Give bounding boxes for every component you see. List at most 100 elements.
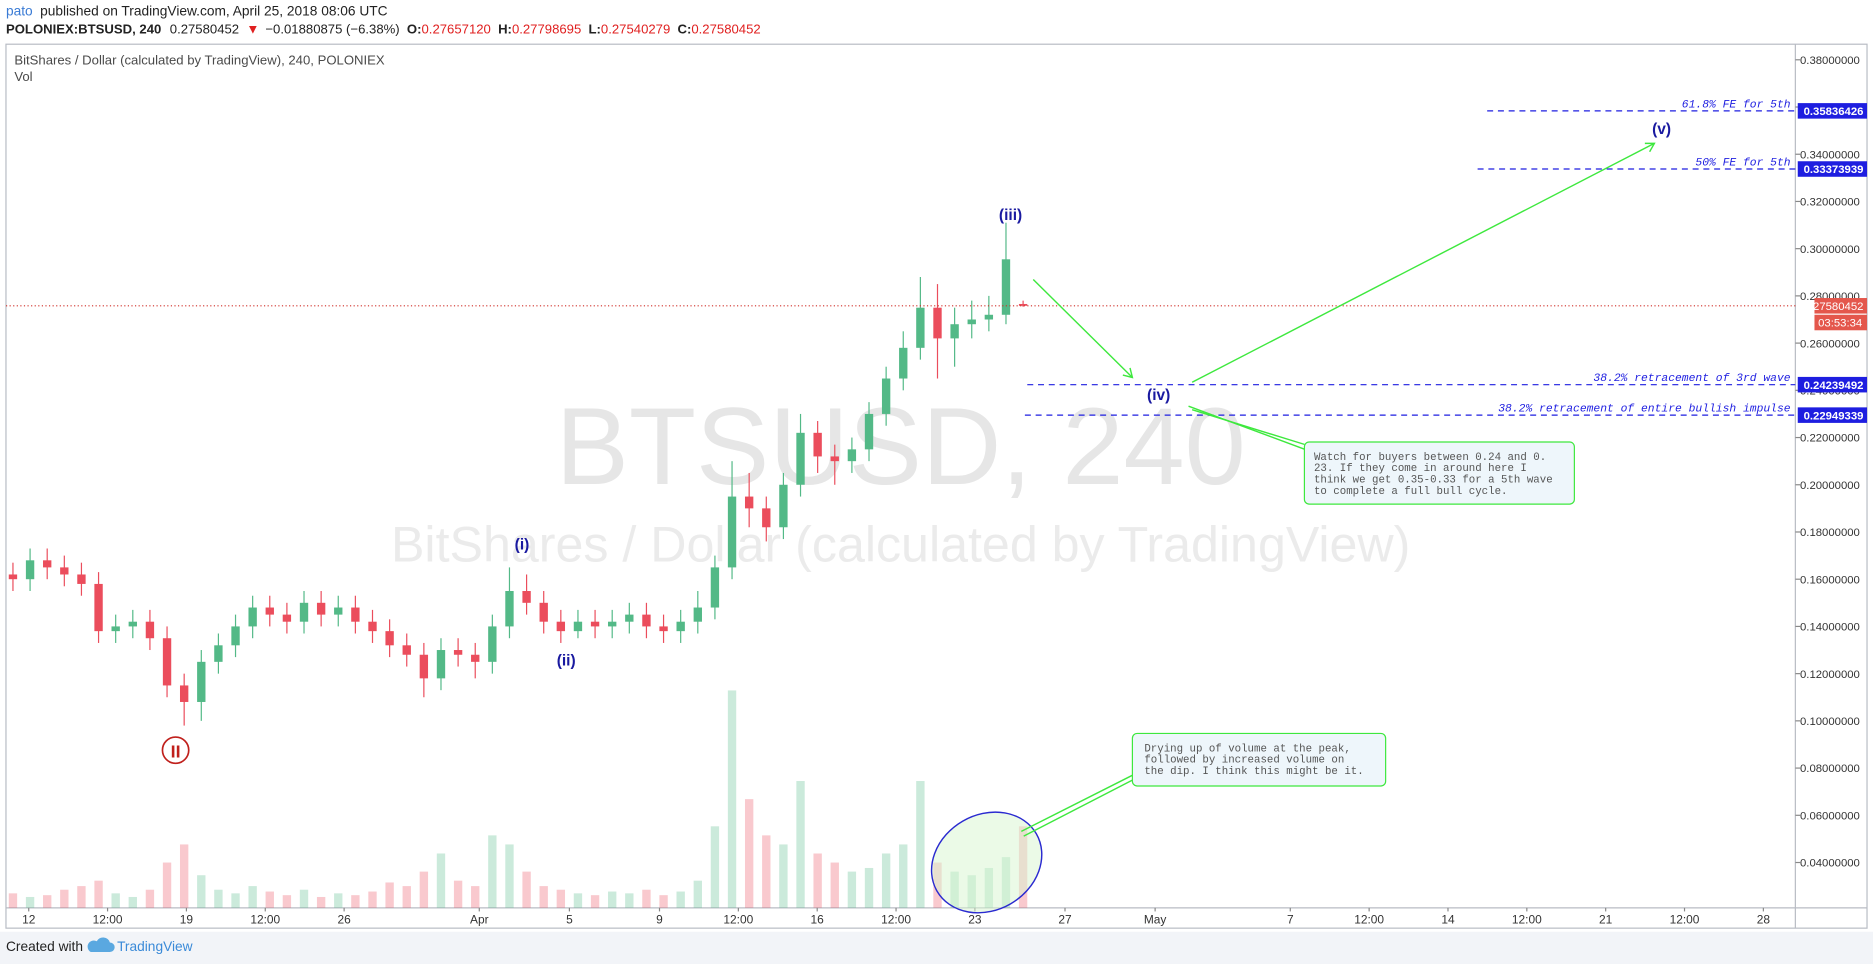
callout-text: think we get 0.35-0.33 for a 5th wave <box>1314 475 1553 487</box>
candle-body <box>453 650 463 655</box>
volume-bar <box>522 871 531 908</box>
candle-body <box>830 456 839 462</box>
candle-body <box>710 567 720 608</box>
volume-bar <box>282 895 292 908</box>
candle-body <box>608 621 617 627</box>
volume-bar <box>128 896 137 908</box>
level-box <box>1797 103 1868 119</box>
candle-body <box>8 574 18 580</box>
volume-bar <box>693 880 702 908</box>
volume-bar <box>214 889 223 908</box>
callout-pointer <box>1020 773 1136 833</box>
x-tick-label: 12:00 <box>1512 912 1542 926</box>
level-box <box>1797 376 1868 393</box>
callout-text: the dip. I think this might be it. <box>1144 766 1363 778</box>
y-tick-label: 0.20000000 <box>1800 480 1860 492</box>
volume-bar <box>864 867 874 908</box>
symbol: POLONIEX:BTSUSD, 240 <box>6 21 161 36</box>
level-box <box>1797 161 1868 177</box>
y-tick-label: 0.32000000 <box>1800 197 1860 209</box>
x-tick-label: 5 <box>566 912 573 926</box>
volume-bar <box>830 862 839 908</box>
volume-bar <box>539 886 548 908</box>
ohlc-value: 0.27540279 <box>601 21 670 36</box>
volume-bar <box>642 889 651 908</box>
ohlc-value: 0.27580452 <box>691 21 760 36</box>
candle-body <box>676 621 685 632</box>
arrow <box>1032 279 1133 378</box>
candle-body <box>265 607 274 615</box>
y-tick-label: 0.22000000 <box>1800 433 1860 445</box>
x-tick-label: 12:00 <box>881 912 911 926</box>
arrow-head <box>1122 367 1134 379</box>
volume-bar <box>471 886 480 908</box>
volume-bar <box>779 844 788 908</box>
x-tick-label: 16 <box>811 912 825 926</box>
candle-body <box>214 645 223 662</box>
volume-bar <box>847 871 857 908</box>
candle-body <box>436 650 446 679</box>
volume-bar <box>505 844 514 908</box>
candle-body <box>625 614 634 622</box>
candle-body <box>471 654 480 662</box>
x-tick-label: 26 <box>337 912 351 926</box>
candle-body <box>179 685 189 702</box>
volume-bar <box>727 690 737 908</box>
watermark-subtitle: BitShares / Dollar (calculated by Tradin… <box>391 516 1410 572</box>
candle-body <box>659 626 668 632</box>
ohlc-value: 0.27798695 <box>512 21 581 36</box>
candle-body <box>762 508 771 528</box>
candle-body <box>590 621 600 627</box>
volume-bar <box>573 893 583 908</box>
candle-body <box>299 602 309 622</box>
candle-body <box>933 307 942 339</box>
volume-bar <box>111 893 120 908</box>
candle-body <box>162 638 172 686</box>
volume-bar <box>676 891 685 908</box>
candle-body <box>94 583 103 632</box>
candle-body <box>419 654 429 679</box>
candle-body <box>642 614 651 627</box>
callout-pointer <box>1188 405 1305 450</box>
candle-body <box>60 567 69 575</box>
header-line: pato published on TradingView.com, April… <box>6 4 388 19</box>
x-tick-label: 23 <box>968 912 982 926</box>
brand[interactable]: TradingView <box>117 939 193 954</box>
candle-body <box>145 621 155 639</box>
candle-body <box>334 607 343 615</box>
x-tick-label: 21 <box>1599 912 1613 926</box>
user[interactable]: pato <box>6 4 33 19</box>
volume-bar <box>231 893 240 908</box>
countdown-box <box>1814 314 1868 331</box>
volume-bar <box>162 862 172 908</box>
x-tick-label: May <box>1144 912 1167 926</box>
logo <box>87 937 115 953</box>
volume-bar <box>402 886 411 908</box>
volume-bar <box>796 781 805 908</box>
cycle-label: II <box>171 741 181 761</box>
volume-bar <box>744 799 754 908</box>
candle-body <box>899 347 908 379</box>
level-text: 50% FE for 5th <box>1695 157 1790 169</box>
wave-labels: (i) (ii) (iii) (iv) (v) <box>515 121 1671 670</box>
candle-body <box>693 607 702 622</box>
volume-bar <box>608 891 617 908</box>
y-tick-label: 0.04000000 <box>1800 858 1860 870</box>
volume-bar <box>899 844 908 908</box>
callout-text: Watch for buyers between 0.24 and 0. <box>1314 452 1546 464</box>
candle-body <box>556 621 566 632</box>
callout-text: Drying up of volume at the peak, <box>1144 743 1350 755</box>
candle-body <box>1018 303 1028 306</box>
y-tick-label: 0.08000000 <box>1800 763 1860 775</box>
candle-body <box>77 574 86 584</box>
footer-text: Created with <box>6 939 83 954</box>
candle-body <box>111 626 120 632</box>
x-tick-label: 12:00 <box>1670 912 1700 926</box>
volume-bar <box>334 893 343 908</box>
ohlc-label: L: <box>589 21 601 36</box>
volume-bar <box>625 893 634 908</box>
ohlc-label: H: <box>498 21 512 36</box>
volume-bar <box>385 882 394 908</box>
